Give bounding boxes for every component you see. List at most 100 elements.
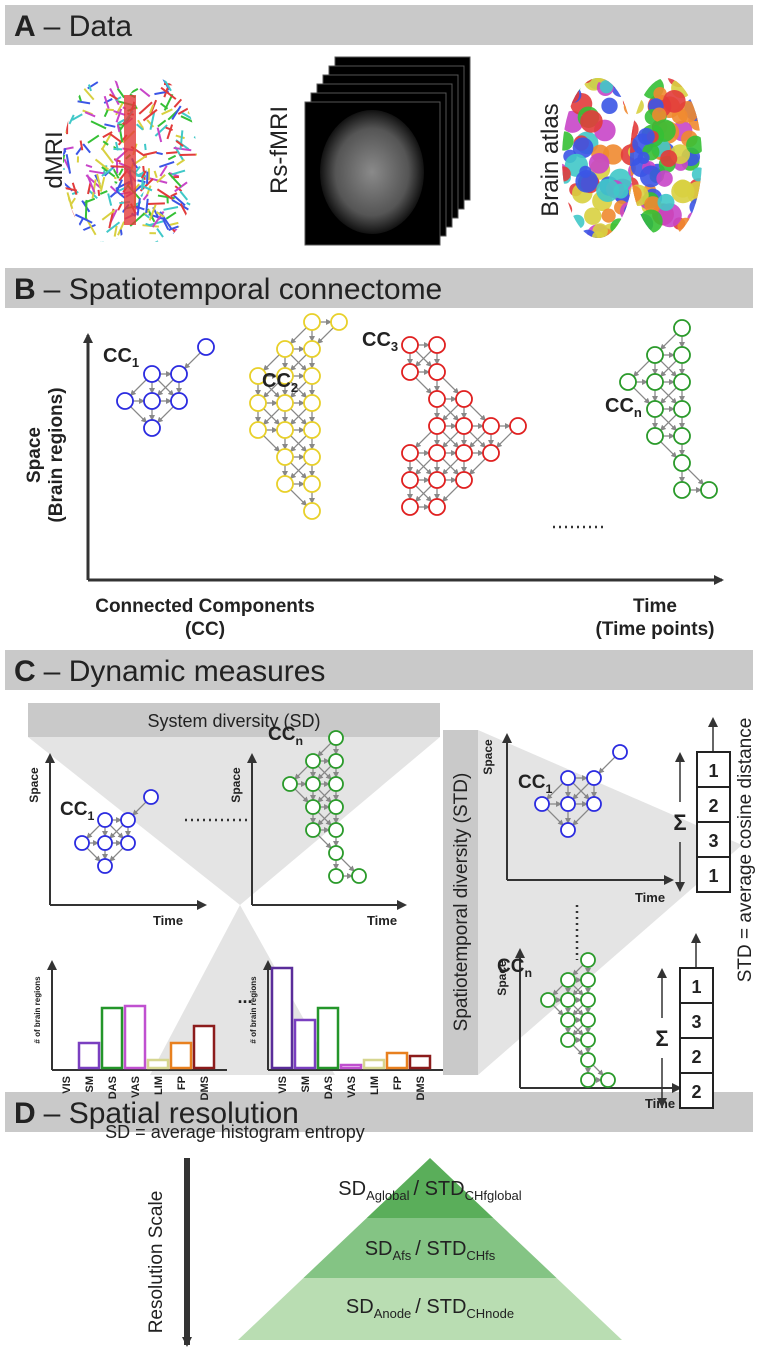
atlas-region: [694, 64, 716, 86]
fiber: [71, 164, 74, 171]
atlas-region: [701, 229, 717, 245]
fiber: [145, 242, 159, 249]
node: [620, 374, 636, 390]
atlas-region: [626, 73, 641, 88]
fiber: [52, 216, 66, 219]
node: [277, 449, 293, 465]
fiber: [72, 82, 79, 84]
fiber: [102, 110, 115, 120]
atlas-region: [703, 149, 716, 162]
fiber: [164, 234, 178, 247]
fiber: [156, 153, 162, 154]
atlas-region: [695, 216, 717, 238]
fiber: [192, 85, 198, 91]
node: [429, 337, 445, 353]
region-label: SM: [84, 1076, 96, 1093]
region-label: VIS: [61, 1076, 73, 1094]
fiber: [102, 239, 118, 249]
fiber: [176, 121, 183, 131]
fiber: [114, 77, 118, 88]
atlas-region: [637, 152, 649, 164]
section-title: – Data: [44, 10, 133, 43]
edge: [443, 486, 459, 502]
fiber: [175, 230, 192, 231]
fiber: [138, 198, 140, 215]
atlas-region: [693, 92, 714, 113]
atlas-region: [589, 153, 610, 174]
fiber: [63, 244, 74, 253]
component-index: 1: [545, 782, 552, 796]
fiber: [135, 226, 144, 230]
node: [117, 393, 133, 409]
region-label: DAS: [107, 1076, 119, 1099]
y-axis-label: (Brain regions): [46, 387, 67, 522]
node: [304, 449, 320, 465]
hist-bar: [125, 1006, 145, 1068]
fiber: [175, 84, 177, 98]
section-header: C– Dynamic measures: [14, 655, 325, 688]
node: [171, 366, 187, 382]
fiber: [120, 236, 131, 251]
fiber: [146, 76, 156, 89]
atlas-region: [594, 67, 609, 82]
fiber: [104, 124, 115, 127]
atlas-region: [702, 106, 720, 124]
fiber: [115, 226, 117, 237]
fiber: [198, 213, 214, 224]
fiber: [186, 236, 188, 254]
node: [613, 745, 627, 759]
node: [75, 836, 89, 850]
data-label: dMRI: [41, 131, 68, 188]
edge: [661, 334, 677, 350]
fmri-brain: [320, 110, 424, 234]
node: [306, 800, 320, 814]
node: [306, 754, 320, 768]
node: [98, 813, 112, 827]
fiber: [145, 144, 146, 150]
atlas-region: [660, 150, 677, 167]
fiber: [195, 113, 199, 127]
component-name: CC: [362, 329, 391, 351]
atlas-region: [703, 96, 720, 113]
figure: A– DataB– Spatiotemporal connectomeC– Dy…: [0, 0, 758, 1363]
fiber: [194, 137, 205, 144]
fiber: [63, 113, 65, 133]
atlas-region: [630, 233, 649, 252]
fiber: [73, 226, 85, 240]
edge: [185, 353, 201, 369]
component-name: CC: [60, 799, 88, 820]
edge: [110, 848, 123, 861]
node: [510, 418, 526, 434]
fiber: [78, 101, 90, 103]
component-index: 2: [291, 380, 298, 395]
atlas-region: [624, 204, 638, 218]
vector-value: 1: [691, 977, 701, 997]
fiber: [74, 219, 82, 234]
fiber: [78, 78, 81, 90]
region-label: VIS: [277, 1076, 289, 1094]
edge: [688, 469, 704, 485]
fiber: [65, 98, 72, 100]
fiber: [60, 124, 61, 132]
node: [581, 953, 595, 967]
edge: [416, 378, 432, 394]
fiber: [196, 90, 208, 91]
fiber: [164, 84, 175, 85]
node: [329, 800, 343, 814]
hist-bar: [272, 968, 292, 1068]
edge: [470, 405, 486, 421]
node: [121, 813, 135, 827]
edge: [264, 436, 280, 452]
fiber: [168, 81, 176, 84]
mini-y-label: Space: [229, 767, 243, 803]
sd-symbol: SD: [338, 1178, 366, 1200]
fiber: [118, 77, 131, 80]
edge: [158, 407, 174, 423]
fiber: [160, 166, 166, 176]
atlas-region: [641, 230, 664, 253]
atlas-region: [697, 85, 713, 101]
node: [352, 869, 366, 883]
fiber: [158, 167, 177, 170]
fiber: [162, 243, 173, 250]
fiber: [198, 156, 207, 166]
